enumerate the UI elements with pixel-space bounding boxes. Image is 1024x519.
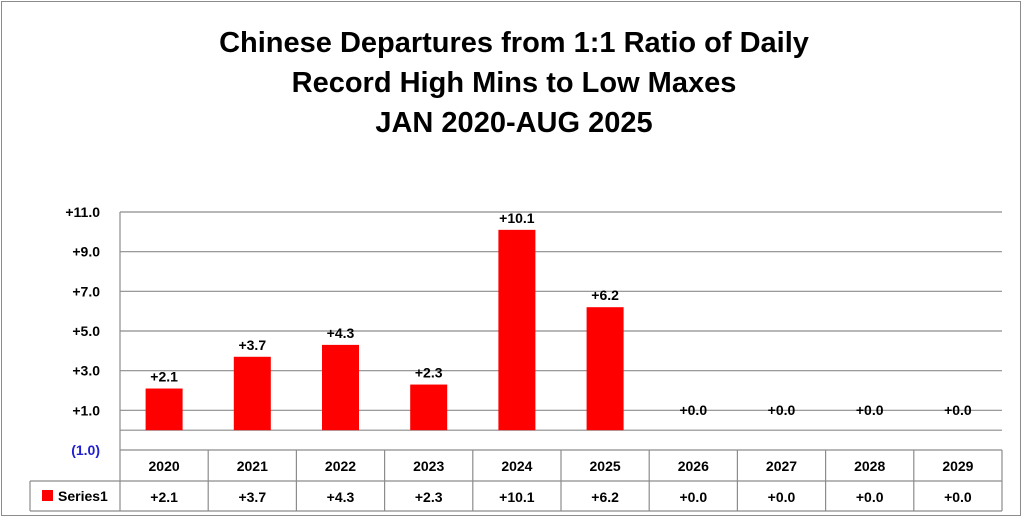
y-tick-label: +5.0 [72,323,100,339]
data-label-2023: +2.3 [415,365,443,381]
table-value-2023: +2.3 [415,489,443,505]
bars [145,229,624,431]
data-label-2025: +6.2 [591,287,619,303]
table-value-2022: +4.3 [327,489,355,505]
data-label-2022: +4.3 [327,325,355,341]
table-value-2027: +0.0 [768,489,796,505]
table-value-2021: +3.7 [238,489,266,505]
table-value-2025: +6.2 [591,489,619,505]
x-tick-label-2027: 2027 [766,458,797,474]
table-value-2020: +2.1 [150,489,178,505]
chart-title-line-1: Chinese Departures from 1:1 Ratio of Dai… [219,27,809,59]
y-tick-label: (1.0) [71,442,100,458]
table-value-2029: +0.0 [944,489,972,505]
legend-key-series1 [42,490,53,501]
data-label-2028: +0.0 [856,402,884,418]
table-value-2028: +0.0 [856,489,884,505]
x-tick-label-2029: 2029 [942,458,973,474]
chart-title-line-2: Record High Mins to Low Maxes [292,67,737,99]
data-labels: +2.1 +3.7 +4.3 +2.3 +10.1 +6.2 +0.0 +0.0 +0.0 +0.… [150,210,972,418]
bar-2022 [322,344,359,431]
x-tick-label-2026: 2026 [678,458,709,474]
bar-2020 [145,388,183,431]
x-tick-label-2020: 2020 [149,458,180,474]
bar-2025 [586,307,624,431]
y-tick-label: +9.0 [72,244,100,260]
data-label-2024: +10.1 [499,210,535,226]
data-label-2029: +0.0 [944,402,972,418]
chart-title-line-3: JAN 2020-AUG 2025 [375,107,652,139]
data-label-2026: +0.0 [679,402,707,418]
bar-2024 [498,229,536,431]
y-tick-label: +3.0 [72,363,100,379]
x-tick-label-2021: 2021 [237,458,268,474]
bar-2021 [233,356,271,431]
data-label-2027: +0.0 [768,402,796,418]
x-tick-label-2024: 2024 [501,458,532,474]
data-label-2021: +3.7 [238,337,266,353]
table-value-2024: +10.1 [499,489,535,505]
x-tick-label-2028: 2028 [854,458,885,474]
legend-label-series1: Series1 [58,488,108,504]
bar-2023 [410,384,448,431]
table-value-2026: +0.0 [679,489,707,505]
chart-title: Chinese Departures from 1:1 Ratio of Dai… [219,27,809,139]
data-label-2020: +2.1 [150,369,178,385]
x-tick-label-2025: 2025 [590,458,621,474]
y-tick-label: +7.0 [72,283,100,299]
x-tick-label-2023: 2023 [413,458,444,474]
y-tick-label: +1.0 [72,402,100,418]
data-table: 2020 2021 2022 2023 2024 2025 2026 2027 2028 2029… [29,449,1003,512]
y-tick-label: +11.0 [65,204,100,220]
y-axis-ticks: +11.0 +9.0 +7.0 +5.0 +3.0 +1.0 (1.0) [65,204,100,458]
x-tick-label-2022: 2022 [325,458,356,474]
